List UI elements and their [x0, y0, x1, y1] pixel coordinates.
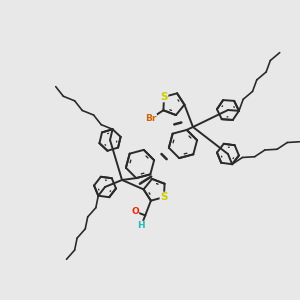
Text: Br: Br: [145, 114, 157, 123]
Text: O: O: [131, 207, 139, 216]
Text: H: H: [137, 221, 145, 230]
Text: S: S: [160, 92, 168, 102]
Text: S: S: [160, 192, 168, 202]
